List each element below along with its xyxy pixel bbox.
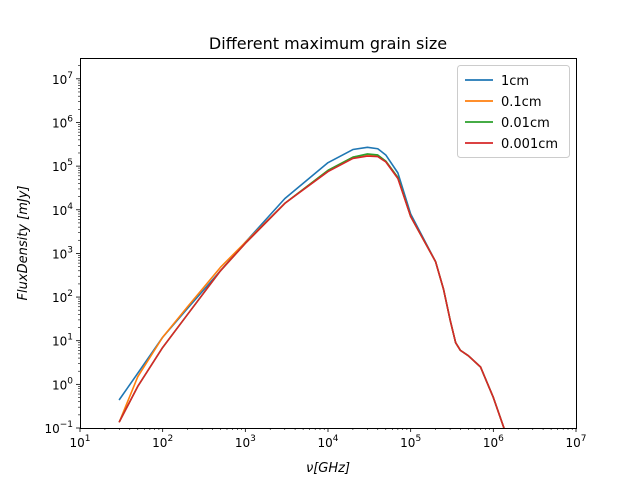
series-line-3 — [118, 155, 505, 428]
x-axis-label: ν[GHz] — [306, 461, 350, 476]
y-tick-label: 103 — [52, 245, 73, 261]
plot-frame — [80, 58, 577, 429]
y-tick-label: 104 — [52, 202, 73, 218]
x-tick-label: 107 — [565, 434, 586, 450]
y-tick-label: 101 — [52, 333, 73, 349]
legend-label: 0.1cm — [501, 95, 542, 110]
x-tick-label: 105 — [400, 434, 421, 450]
x-tick-label: 106 — [483, 434, 504, 450]
y-tick-label: 107 — [52, 71, 73, 87]
x-tick-label: 102 — [152, 434, 173, 450]
series-line-0 — [118, 146, 505, 428]
y-tick-label: 105 — [52, 158, 73, 174]
y-axis: 10−1 100 101 102 103 104 105 106 107 — [44, 65, 80, 436]
legend-box — [457, 65, 570, 158]
y-tick-label: 102 — [52, 289, 73, 305]
series-line-1 — [118, 153, 505, 428]
x-tick-label: 103 — [235, 434, 256, 450]
y-tick-label: 100 — [52, 376, 73, 392]
legend-label: 1cm — [501, 74, 529, 89]
legend: 1cm 0.1cm 0.01cm 0.001cm — [457, 65, 570, 158]
legend-label: 0.001cm — [501, 137, 558, 152]
y-tick-label: 10−1 — [44, 420, 73, 436]
y-tick-label: 106 — [52, 114, 73, 130]
series-line-2 — [118, 153, 505, 428]
x-axis: 101 102 103 104 105 106 107 — [69, 428, 587, 450]
chart-title: Different maximum grain size — [209, 34, 447, 53]
series-layer — [118, 146, 505, 428]
y-axis-label: FluxDensity [mJy] — [16, 186, 31, 301]
x-tick-label: 104 — [317, 434, 338, 450]
legend-label: 0.01cm — [501, 116, 550, 131]
x-tick-label: 101 — [69, 434, 90, 450]
